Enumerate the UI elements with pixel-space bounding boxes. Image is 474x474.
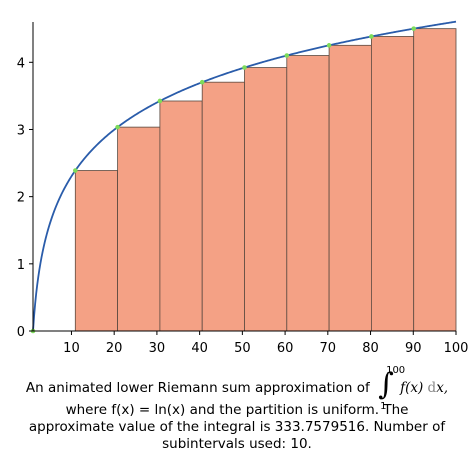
riemann-rect-9 <box>370 36 415 332</box>
y-tick-label-1: 1 <box>17 258 25 273</box>
caption-line-1: An animated lower Riemann sum approximat… <box>0 366 474 412</box>
sample-point-6 <box>242 65 247 70</box>
riemann-rect-7 <box>286 55 330 332</box>
riemann-sum-chart: 10 20 30 40 50 60 70 80 90 100 0 1 2 3 4 <box>17 20 468 356</box>
y-ticks: 0 1 2 3 4 <box>17 56 33 340</box>
x-tick-label-20: 20 <box>106 341 123 356</box>
differential-variable: x, <box>436 380 449 396</box>
sample-points <box>30 26 417 334</box>
axes <box>32 22 456 332</box>
integrand: f(x) <box>400 380 424 396</box>
integral-sign: ∫ 100 1 <box>374 366 405 412</box>
x-tick-label-50: 50 <box>234 341 251 356</box>
caption-line-2: where f(x) = ln(x) and the partition is … <box>65 402 409 418</box>
integral-upper-limit: 100 <box>386 365 406 376</box>
riemann-rect-2 <box>74 170 119 332</box>
y-tick-label-2: 2 <box>17 191 25 206</box>
riemann-rect-6 <box>244 67 288 332</box>
riemann-rect-10 <box>413 28 457 332</box>
riemann-rect-8 <box>328 44 372 332</box>
riemann-rect-3 <box>117 126 161 332</box>
x-tick-label-30: 30 <box>149 341 166 356</box>
x-tick-label-40: 40 <box>191 341 208 356</box>
x-tick-label-60: 60 <box>277 341 294 356</box>
riemann-rect-5 <box>201 81 245 332</box>
y-tick-label-0: 0 <box>17 325 25 340</box>
chart-caption: An animated lower Riemann sum approximat… <box>0 366 474 453</box>
riemann-rectangles <box>74 28 457 332</box>
caption-line-3: approximate value of the integral is 333… <box>28 419 446 435</box>
x-tick-label-80: 80 <box>362 341 379 356</box>
caption-line-1-text: An animated lower Riemann sum approximat… <box>25 380 370 396</box>
x-tick-label-90: 90 <box>405 341 422 356</box>
integral-lower-limit: 1 <box>380 401 387 412</box>
sample-point-8 <box>326 43 332 48</box>
sample-point-2 <box>73 168 78 173</box>
sample-point-3 <box>115 124 120 130</box>
y-tick-label-3: 3 <box>17 123 25 138</box>
sample-point-5 <box>199 79 205 85</box>
x-tick-label-10: 10 <box>63 341 80 356</box>
y-tick-label-4: 4 <box>17 56 25 71</box>
sample-point-10 <box>411 26 417 31</box>
integral-glyph: ∫ <box>378 367 394 402</box>
sample-point-9 <box>369 34 374 39</box>
differential-d: d <box>427 380 437 396</box>
x-tick-label-100: 100 <box>444 341 469 356</box>
x-tick-label-70: 70 <box>320 341 337 356</box>
sample-point-7 <box>284 53 290 58</box>
x-ticks: 10 20 30 40 50 60 70 80 90 100 <box>63 331 468 356</box>
caption-line-4: subintervals used: 10. <box>162 436 312 452</box>
riemann-rect-4 <box>159 100 203 332</box>
sample-point-4 <box>157 98 163 104</box>
